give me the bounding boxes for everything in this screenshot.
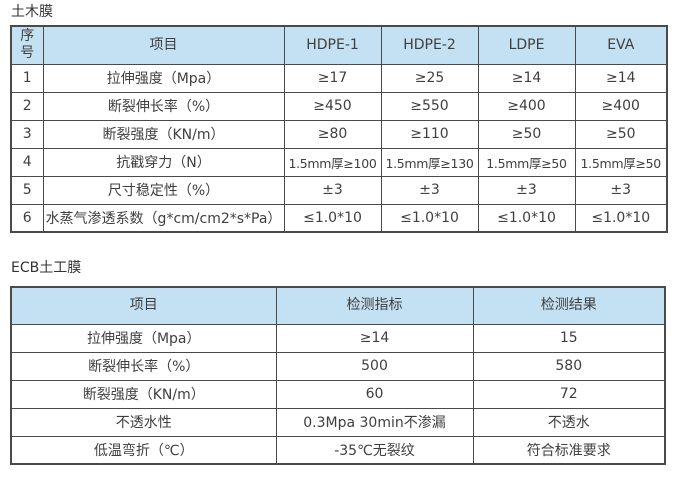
item-cell: 断裂伸长率（%） [10,351,277,381]
value-cell: ±3 [380,175,479,205]
value-cell: ≤1.0*10 [283,203,382,233]
value-cell: ≥25 [380,63,479,93]
ecb-geomembrane-table: 项目 检测指标 检测结果 拉伸强度（Mpa） ≥14 15 断裂伸长率（%） 5… [10,286,666,465]
value-cell: ≥14 [574,63,668,93]
value-cell: ≥14 [477,63,576,93]
row-number-cell: 2 [10,91,44,121]
item-cell: 尺寸稳定性（%） [42,175,285,205]
col-header-hdpe2: HDPE-2 [380,25,479,65]
civil-membrane-section: 土木膜 序号 项目 HDPE-1 HDPE-2 LDPE EVA 1 拉伸强度（… [10,4,668,233]
value-cell: ≥550 [380,91,479,121]
value-cell: ±3 [477,175,576,205]
test-index-cell: -35℃无裂纹 [275,435,474,465]
col-header-ldpe: LDPE [477,25,576,65]
value-cell: 1.5mm厚≥50 [574,147,668,177]
value-cell: ≥110 [380,119,479,149]
table-row: 3 断裂强度（KN/m） ≥80 ≥110 ≥50 ≥50 [10,119,668,149]
value-cell: ±3 [574,175,668,205]
col-header-no: 序号 [10,25,44,65]
value-cell: ≤1.0*10 [574,203,668,233]
value-cell: 1.5mm厚≥50 [477,147,576,177]
row-number-cell: 5 [10,175,44,205]
test-result-cell: 580 [472,351,666,381]
test-index-cell: 0.3Mpa 30min不渗漏 [275,407,474,437]
ecb-geomembrane-section: ECB土工膜 项目 检测指标 检测结果 拉伸强度（Mpa） ≥14 15 [10,260,666,465]
table-row: 断裂伸长率（%） 500 580 [10,351,666,381]
col-header-hdpe1: HDPE-1 [283,25,382,65]
table-row: 断裂强度（KN/m） 60 72 [10,379,666,409]
civil-membrane-title: 土木膜 [11,4,53,20]
value-cell: ≥80 [283,119,382,149]
col-header-eva: EVA [574,25,668,65]
value-cell: ≥400 [574,91,668,121]
value-cell: ≥50 [477,119,576,149]
value-cell: ≥400 [477,91,576,121]
item-cell: 水蒸气渗透系数（g*cm/cm2*s*Pa） [42,203,285,233]
item-cell: 抗戳穿力（N） [42,147,285,177]
ecb-geomembrane-title: ECB土工膜 [11,260,82,276]
value-cell: ≤1.0*10 [477,203,576,233]
item-cell: 拉伸强度（Mpa） [10,323,277,353]
value-cell: ≤1.0*10 [380,203,479,233]
test-index-cell: 60 [275,379,474,409]
col-header-test-index: 检测指标 [275,286,474,325]
page: 土木膜 序号 项目 HDPE-1 HDPE-2 LDPE EVA 1 拉伸强度（… [10,4,668,465]
value-cell: ±3 [283,175,382,205]
row-number-cell: 3 [10,119,44,149]
col-header-item: 项目 [42,25,285,65]
test-result-cell: 不透水 [472,407,666,437]
value-cell: 1.5mm厚≥100 [283,147,382,177]
table-row: 2 断裂伸长率（%） ≥450 ≥550 ≥400 ≥400 [10,91,668,121]
row-number-cell: 1 [10,63,44,93]
test-result-cell: 符合标准要求 [472,435,666,465]
col-header-item: 项目 [10,286,277,325]
test-index-cell: ≥14 [275,323,474,353]
item-cell: 断裂强度（KN/m） [42,119,285,149]
item-cell: 断裂伸长率（%） [42,91,285,121]
row-number-cell: 4 [10,147,44,177]
test-result-cell: 72 [472,379,666,409]
test-index-cell: 500 [275,351,474,381]
value-cell: ≥50 [574,119,668,149]
header-row: 序号 项目 HDPE-1 HDPE-2 LDPE EVA [10,25,668,65]
table-row: 不透水性 0.3Mpa 30min不渗漏 不透水 [10,407,666,437]
row-number-cell: 6 [10,203,44,233]
item-cell: 拉伸强度（Mpa） [42,63,285,93]
table-row: 5 尺寸稳定性（%） ±3 ±3 ±3 ±3 [10,175,668,205]
item-cell: 不透水性 [10,407,277,437]
table-row: 低温弯折（℃） -35℃无裂纹 符合标准要求 [10,435,666,465]
table-row: 1 拉伸强度（Mpa） ≥17 ≥25 ≥14 ≥14 [10,63,668,93]
civil-membrane-table: 序号 项目 HDPE-1 HDPE-2 LDPE EVA 1 拉伸强度（Mpa）… [10,25,668,233]
value-cell: ≥17 [283,63,382,93]
table-row: 4 抗戳穿力（N） 1.5mm厚≥100 1.5mm厚≥130 1.5mm厚≥5… [10,147,668,177]
value-cell: ≥450 [283,91,382,121]
item-cell: 低温弯折（℃） [10,435,277,465]
item-cell: 断裂强度（KN/m） [10,379,277,409]
table-row: 6 水蒸气渗透系数（g*cm/cm2*s*Pa） ≤1.0*10 ≤1.0*10… [10,203,668,233]
value-cell: 1.5mm厚≥130 [380,147,479,177]
header-row: 项目 检测指标 检测结果 [10,286,666,325]
test-result-cell: 15 [472,323,666,353]
table-row: 拉伸强度（Mpa） ≥14 15 [10,323,666,353]
col-header-test-result: 检测结果 [472,286,666,325]
